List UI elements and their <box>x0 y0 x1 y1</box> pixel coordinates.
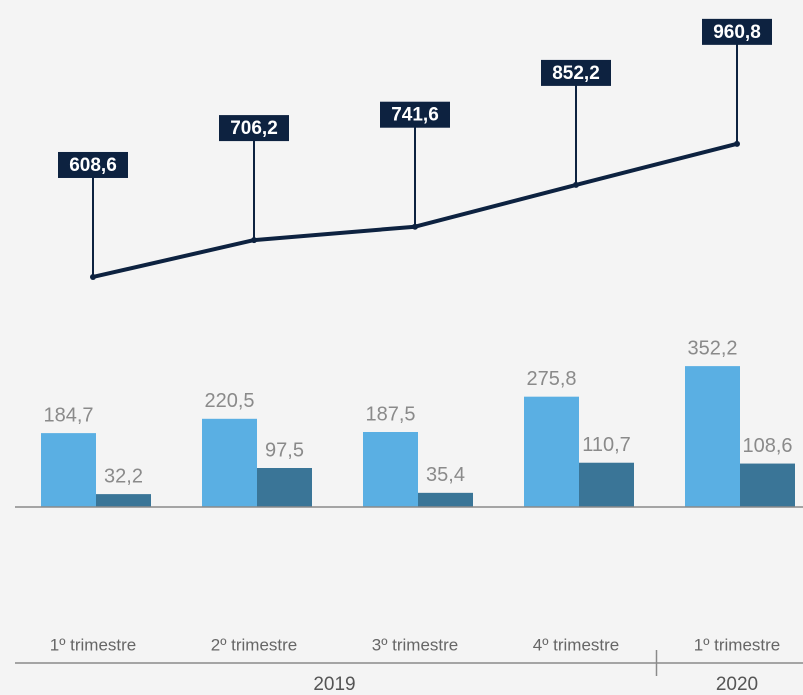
bar <box>96 494 151 507</box>
label-box <box>58 151 128 178</box>
line-value-label: 852,2 <box>552 63 600 84</box>
x-tick-label: 2º trimestre <box>211 635 298 654</box>
bar <box>740 463 795 507</box>
label-box <box>702 18 772 45</box>
bar <box>524 396 579 507</box>
bar <box>418 492 473 507</box>
label-box <box>380 101 450 128</box>
line-point <box>90 273 96 280</box>
bar-value-label: 108,6 <box>742 435 792 457</box>
bar-value-label: 97,5 <box>265 439 304 461</box>
bar-value-label: 32,2 <box>104 465 143 487</box>
bar-value-label: 220,5 <box>204 390 254 412</box>
line-value-label: 706,2 <box>230 118 278 139</box>
label-box <box>219 115 289 142</box>
line-point <box>573 181 579 188</box>
line-value-label: 960,8 <box>713 22 761 43</box>
bar-value-label: 35,4 <box>426 464 465 486</box>
line-point <box>734 140 740 147</box>
label-box <box>541 59 611 86</box>
x-tick-label: 4º trimestre <box>533 635 620 654</box>
line-point <box>251 237 257 244</box>
bar-value-label: 110,7 <box>582 434 631 456</box>
bar-value-label: 352,2 <box>687 337 737 359</box>
line-point <box>412 223 418 230</box>
x-tick-label: 1º trimestre <box>694 635 781 654</box>
bar-value-label: 275,8 <box>526 368 576 390</box>
bar <box>363 432 418 507</box>
bar <box>685 366 740 507</box>
bar <box>202 418 257 507</box>
group-label: 2020 <box>716 674 758 695</box>
line-value-label: 741,6 <box>391 105 439 126</box>
bar-value-label: 184,7 <box>43 404 93 426</box>
x-tick-label: 1º trimestre <box>50 635 137 654</box>
group-label: 2019 <box>313 674 355 695</box>
bar <box>41 433 96 507</box>
bar-value-label: 187,5 <box>365 403 415 425</box>
line-value-label: 608,6 <box>69 155 117 176</box>
bar <box>257 468 312 507</box>
x-tick-label: 3º trimestre <box>372 635 459 654</box>
bar <box>579 462 634 507</box>
